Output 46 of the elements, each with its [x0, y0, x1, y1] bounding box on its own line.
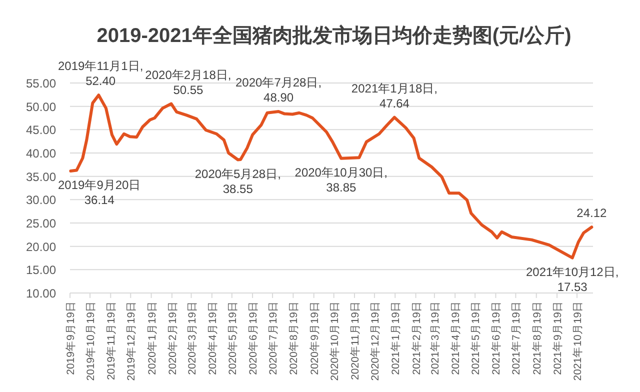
x-tick-label: 2019年11月19日: [106, 301, 118, 380]
y-tick-label: 40.00: [26, 146, 56, 160]
y-tick-label: 25.00: [26, 216, 56, 230]
x-tick-label: 2020年9月19日: [308, 301, 321, 375]
x-tick-label: 2019年10月19日: [84, 301, 97, 381]
x-tick-label: 2021年10月19日: [572, 301, 584, 381]
x-tick-label: 2020年1月19日: [146, 301, 158, 375]
annotation: 2020年10月30日, 38.85: [294, 165, 388, 194]
annotation: 2020年5月28日, 38.55: [194, 166, 281, 196]
x-tick-label: 2020年3月19日: [186, 301, 198, 375]
annotation: 2021年1月18日, 47.64: [351, 81, 438, 110]
y-tick-label: 20.00: [26, 240, 56, 254]
annotation: 2020年7月28日, 48.90: [236, 75, 322, 104]
annotation: 2019年11月1日, 52.40: [58, 59, 144, 88]
annotation: 2021年10月12日, 17.53: [526, 264, 619, 294]
x-tick-label: 2020年11月19日: [349, 301, 362, 380]
chart-title: 2019-2021年全国猪肉批发市场日均价走势图(元/公斤): [96, 24, 572, 47]
x-tick-label: 2021年7月19日: [510, 301, 523, 375]
annotation: 24.12: [576, 206, 607, 220]
x-tick-label: 2021年2月19日: [410, 301, 423, 375]
x-tick-label: 2021年9月19日: [552, 301, 564, 375]
y-tick-label: 55.00: [26, 76, 56, 90]
x-tick-label: 2019年9月19日: [65, 301, 77, 375]
x-tick-label: 2020年8月19日: [288, 301, 300, 375]
x-tick-label: 2021年8月19日: [531, 301, 544, 375]
y-tick-label: 35.00: [26, 170, 56, 184]
y-tick-label: 45.00: [26, 123, 56, 138]
y-tick-label: 15.00: [26, 263, 56, 278]
x-tick-label: 2020年2月19日: [166, 301, 179, 375]
y-tick-label: 50.00: [26, 100, 56, 114]
annotation: 2019年9月20日 36.14: [58, 178, 141, 208]
x-tick-label: 2021年4月19日: [450, 301, 462, 375]
y-tick-label: 10.00: [26, 286, 56, 300]
x-tick-label: 2021年5月19日: [470, 301, 482, 375]
x-tick-label: 2021年3月19日: [429, 301, 442, 375]
x-tick-label: 2020年10月19日: [328, 301, 341, 381]
x-tick-label: 2019年12月19日: [126, 301, 138, 381]
x-tick-label: 2020年4月19日: [206, 301, 219, 375]
x-tick-label: 2020年12月19日: [369, 301, 382, 381]
x-tick-label: 2021年1月19日: [390, 301, 402, 375]
x-tick-label: 2020年5月19日: [226, 301, 239, 375]
annotation: 2020年2月18日, 50.55: [145, 68, 232, 97]
x-tick-label: 2021年6月19日: [490, 301, 503, 375]
x-tick-label: 2020年6月19日: [248, 301, 260, 375]
y-tick-label: 30.00: [26, 193, 56, 208]
x-tick-label: 2020年7月19日: [268, 301, 280, 375]
